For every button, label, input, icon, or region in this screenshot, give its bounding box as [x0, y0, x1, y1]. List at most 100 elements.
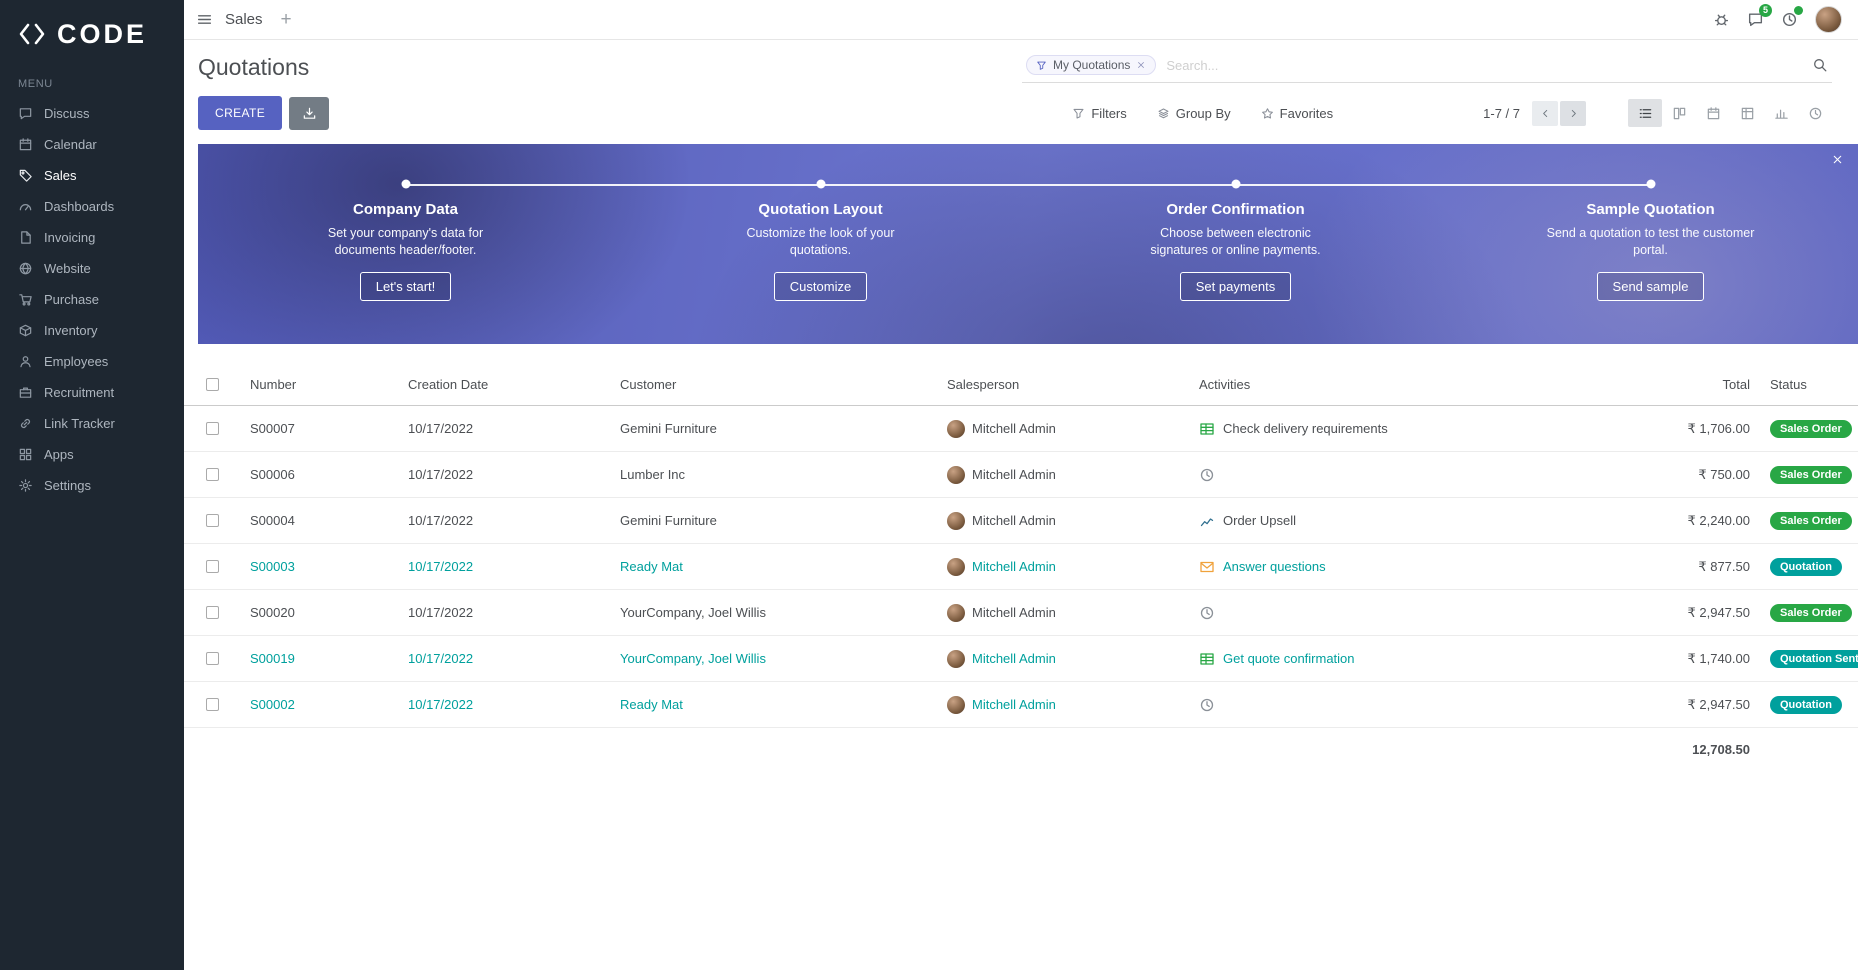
select-all-checkbox[interactable]: [205, 378, 219, 391]
search-input[interactable]: [1164, 56, 1804, 74]
step-action-button[interactable]: Customize: [773, 271, 868, 301]
sidebar-item-label: Inventory: [44, 323, 98, 338]
messages-badge: 5: [1758, 4, 1772, 17]
sidebar-item-recruitment[interactable]: Recruitment: [0, 377, 184, 408]
chevron-right-icon: [1568, 108, 1579, 119]
activity-clock-icon[interactable]: [1199, 697, 1215, 713]
search-icon[interactable]: [1812, 57, 1828, 73]
cell-salesperson: Mitchell Admin: [972, 467, 1056, 482]
cell-number: S00004: [250, 513, 295, 528]
top-navbar: Sales + 5: [184, 0, 1858, 40]
sidebar-item-employees[interactable]: Employees: [0, 346, 184, 377]
user-avatar[interactable]: [1815, 6, 1842, 33]
new-tab-button[interactable]: +: [280, 9, 292, 30]
col-header-status[interactable]: Status: [1770, 377, 1807, 392]
col-header-activities[interactable]: Activities: [1199, 377, 1251, 392]
group-by-button[interactable]: Group By: [1157, 106, 1231, 121]
globe-icon: [18, 261, 33, 276]
activities-button[interactable]: [1781, 6, 1803, 28]
sidebar-item-calendar[interactable]: Calendar: [0, 129, 184, 160]
cell-number: S00002: [250, 697, 295, 712]
menu-toggle-icon[interactable]: [196, 11, 213, 28]
col-header-creation-date[interactable]: Creation Date: [408, 377, 489, 392]
step-action-button[interactable]: Send sample: [1596, 271, 1705, 301]
step-title: Quotation Layout: [758, 201, 883, 218]
col-header-customer[interactable]: Customer: [620, 377, 677, 392]
salesperson-avatar: [947, 695, 965, 714]
gauge-icon: [18, 199, 33, 214]
sidebar-item-apps[interactable]: Apps: [0, 439, 184, 470]
debug-bug-icon[interactable]: [1713, 11, 1730, 28]
cell-total: ₹ 750.00: [1698, 466, 1750, 482]
row-checkbox[interactable]: [205, 560, 219, 573]
activity-envelope-icon[interactable]: [1199, 559, 1215, 575]
favorites-button[interactable]: Favorites: [1261, 106, 1333, 121]
cell-number: S00019: [250, 651, 295, 666]
activity-grid-table-icon[interactable]: [1199, 421, 1215, 437]
brand-logo[interactable]: CODE: [0, 0, 184, 66]
messages-button[interactable]: 5: [1747, 4, 1772, 28]
activity-line-chart-icon[interactable]: [1199, 513, 1215, 529]
sidebar-item-invoicing[interactable]: Invoicing: [0, 222, 184, 253]
cell-activity: Get quote confirmation: [1223, 651, 1355, 666]
search-bar[interactable]: My Quotations: [1022, 52, 1832, 83]
row-checkbox[interactable]: [205, 468, 219, 481]
table-row[interactable]: S00019 10/17/2022 YourCompany, Joel Will…: [184, 636, 1858, 682]
favorites-label: Favorites: [1279, 105, 1334, 121]
filters-button[interactable]: Filters: [1072, 106, 1127, 121]
sum-total: 12,708.50: [1692, 741, 1750, 757]
sidebar-item-label: Recruitment: [44, 385, 115, 400]
search-facet[interactable]: My Quotations: [1026, 55, 1157, 75]
cell-salesperson: Mitchell Admin: [972, 421, 1056, 436]
pager: 1-7 / 7: [1483, 100, 1586, 126]
cell-customer: Ready Mat: [620, 697, 683, 712]
col-header-salesperson[interactable]: Salesperson: [947, 377, 1020, 392]
sidebar-item-purchase[interactable]: Purchase: [0, 284, 184, 315]
table-row[interactable]: S00020 10/17/2022 YourCompany, Joel Will…: [184, 590, 1858, 636]
sidebar-item-inventory[interactable]: Inventory: [0, 315, 184, 346]
col-header-number[interactable]: Number: [250, 377, 297, 392]
view-switch-activity[interactable]: [1798, 99, 1832, 127]
step-action-button[interactable]: Set payments: [1179, 271, 1292, 301]
row-checkbox[interactable]: [205, 606, 219, 619]
sidebar-item-settings[interactable]: Settings: [0, 470, 184, 501]
pager-next-button[interactable]: [1560, 100, 1586, 126]
row-checkbox[interactable]: [205, 698, 219, 711]
view-switch-kanban[interactable]: [1662, 99, 1696, 127]
view-switch-pivot[interactable]: [1730, 99, 1764, 127]
export-button[interactable]: [289, 96, 330, 130]
sidebar-item-link-tracker[interactable]: Link Tracker: [0, 408, 184, 439]
quotations-table: Number Creation Date Customer Salesperso…: [184, 364, 1858, 770]
sidebar-item-dashboards[interactable]: Dashboards: [0, 191, 184, 222]
activity-clock-icon[interactable]: [1199, 467, 1215, 483]
table-row[interactable]: S00006 10/17/2022 Lumber Inc Mitchell Ad…: [184, 452, 1858, 498]
sidebar-item-website[interactable]: Website: [0, 253, 184, 284]
sidebar-item-label: Dashboards: [44, 199, 115, 214]
activity-clock-icon[interactable]: [1199, 605, 1215, 621]
view-switch-calendar[interactable]: [1696, 99, 1730, 127]
close-icon[interactable]: [1831, 153, 1844, 166]
sidebar-item-sales[interactable]: Sales: [0, 160, 184, 191]
col-header-total[interactable]: Total: [1722, 377, 1750, 392]
create-button[interactable]: CREATE: [198, 96, 283, 130]
table-row[interactable]: S00002 10/17/2022 Ready Mat Mitchell Adm…: [184, 682, 1858, 728]
control-panel: Quotations My Quotations CREATE: [184, 40, 1858, 130]
cell-creation-date: 10/17/2022: [408, 651, 474, 666]
step-action-button[interactable]: Let's start!: [359, 271, 452, 301]
app-name[interactable]: Sales: [225, 11, 263, 28]
view-switch-list[interactable]: [1628, 99, 1662, 127]
facet-remove-icon[interactable]: [1136, 60, 1146, 70]
sidebar-item-discuss[interactable]: Discuss: [0, 98, 184, 129]
table-row[interactable]: S00007 10/17/2022 Gemini Furniture Mitch…: [184, 406, 1858, 452]
view-switch-graph[interactable]: [1764, 99, 1798, 127]
pager-previous-button[interactable]: [1532, 100, 1558, 126]
row-checkbox[interactable]: [205, 514, 219, 527]
table-row[interactable]: S00004 10/17/2022 Gemini Furniture Mitch…: [184, 498, 1858, 544]
salesperson-avatar: [947, 649, 965, 668]
row-checkbox[interactable]: [205, 652, 219, 665]
table-row[interactable]: S00003 10/17/2022 Ready Mat Mitchell Adm…: [184, 544, 1858, 590]
box-icon: [18, 323, 33, 338]
activity-grid-table-icon[interactable]: [1199, 651, 1215, 667]
row-checkbox[interactable]: [205, 422, 219, 435]
